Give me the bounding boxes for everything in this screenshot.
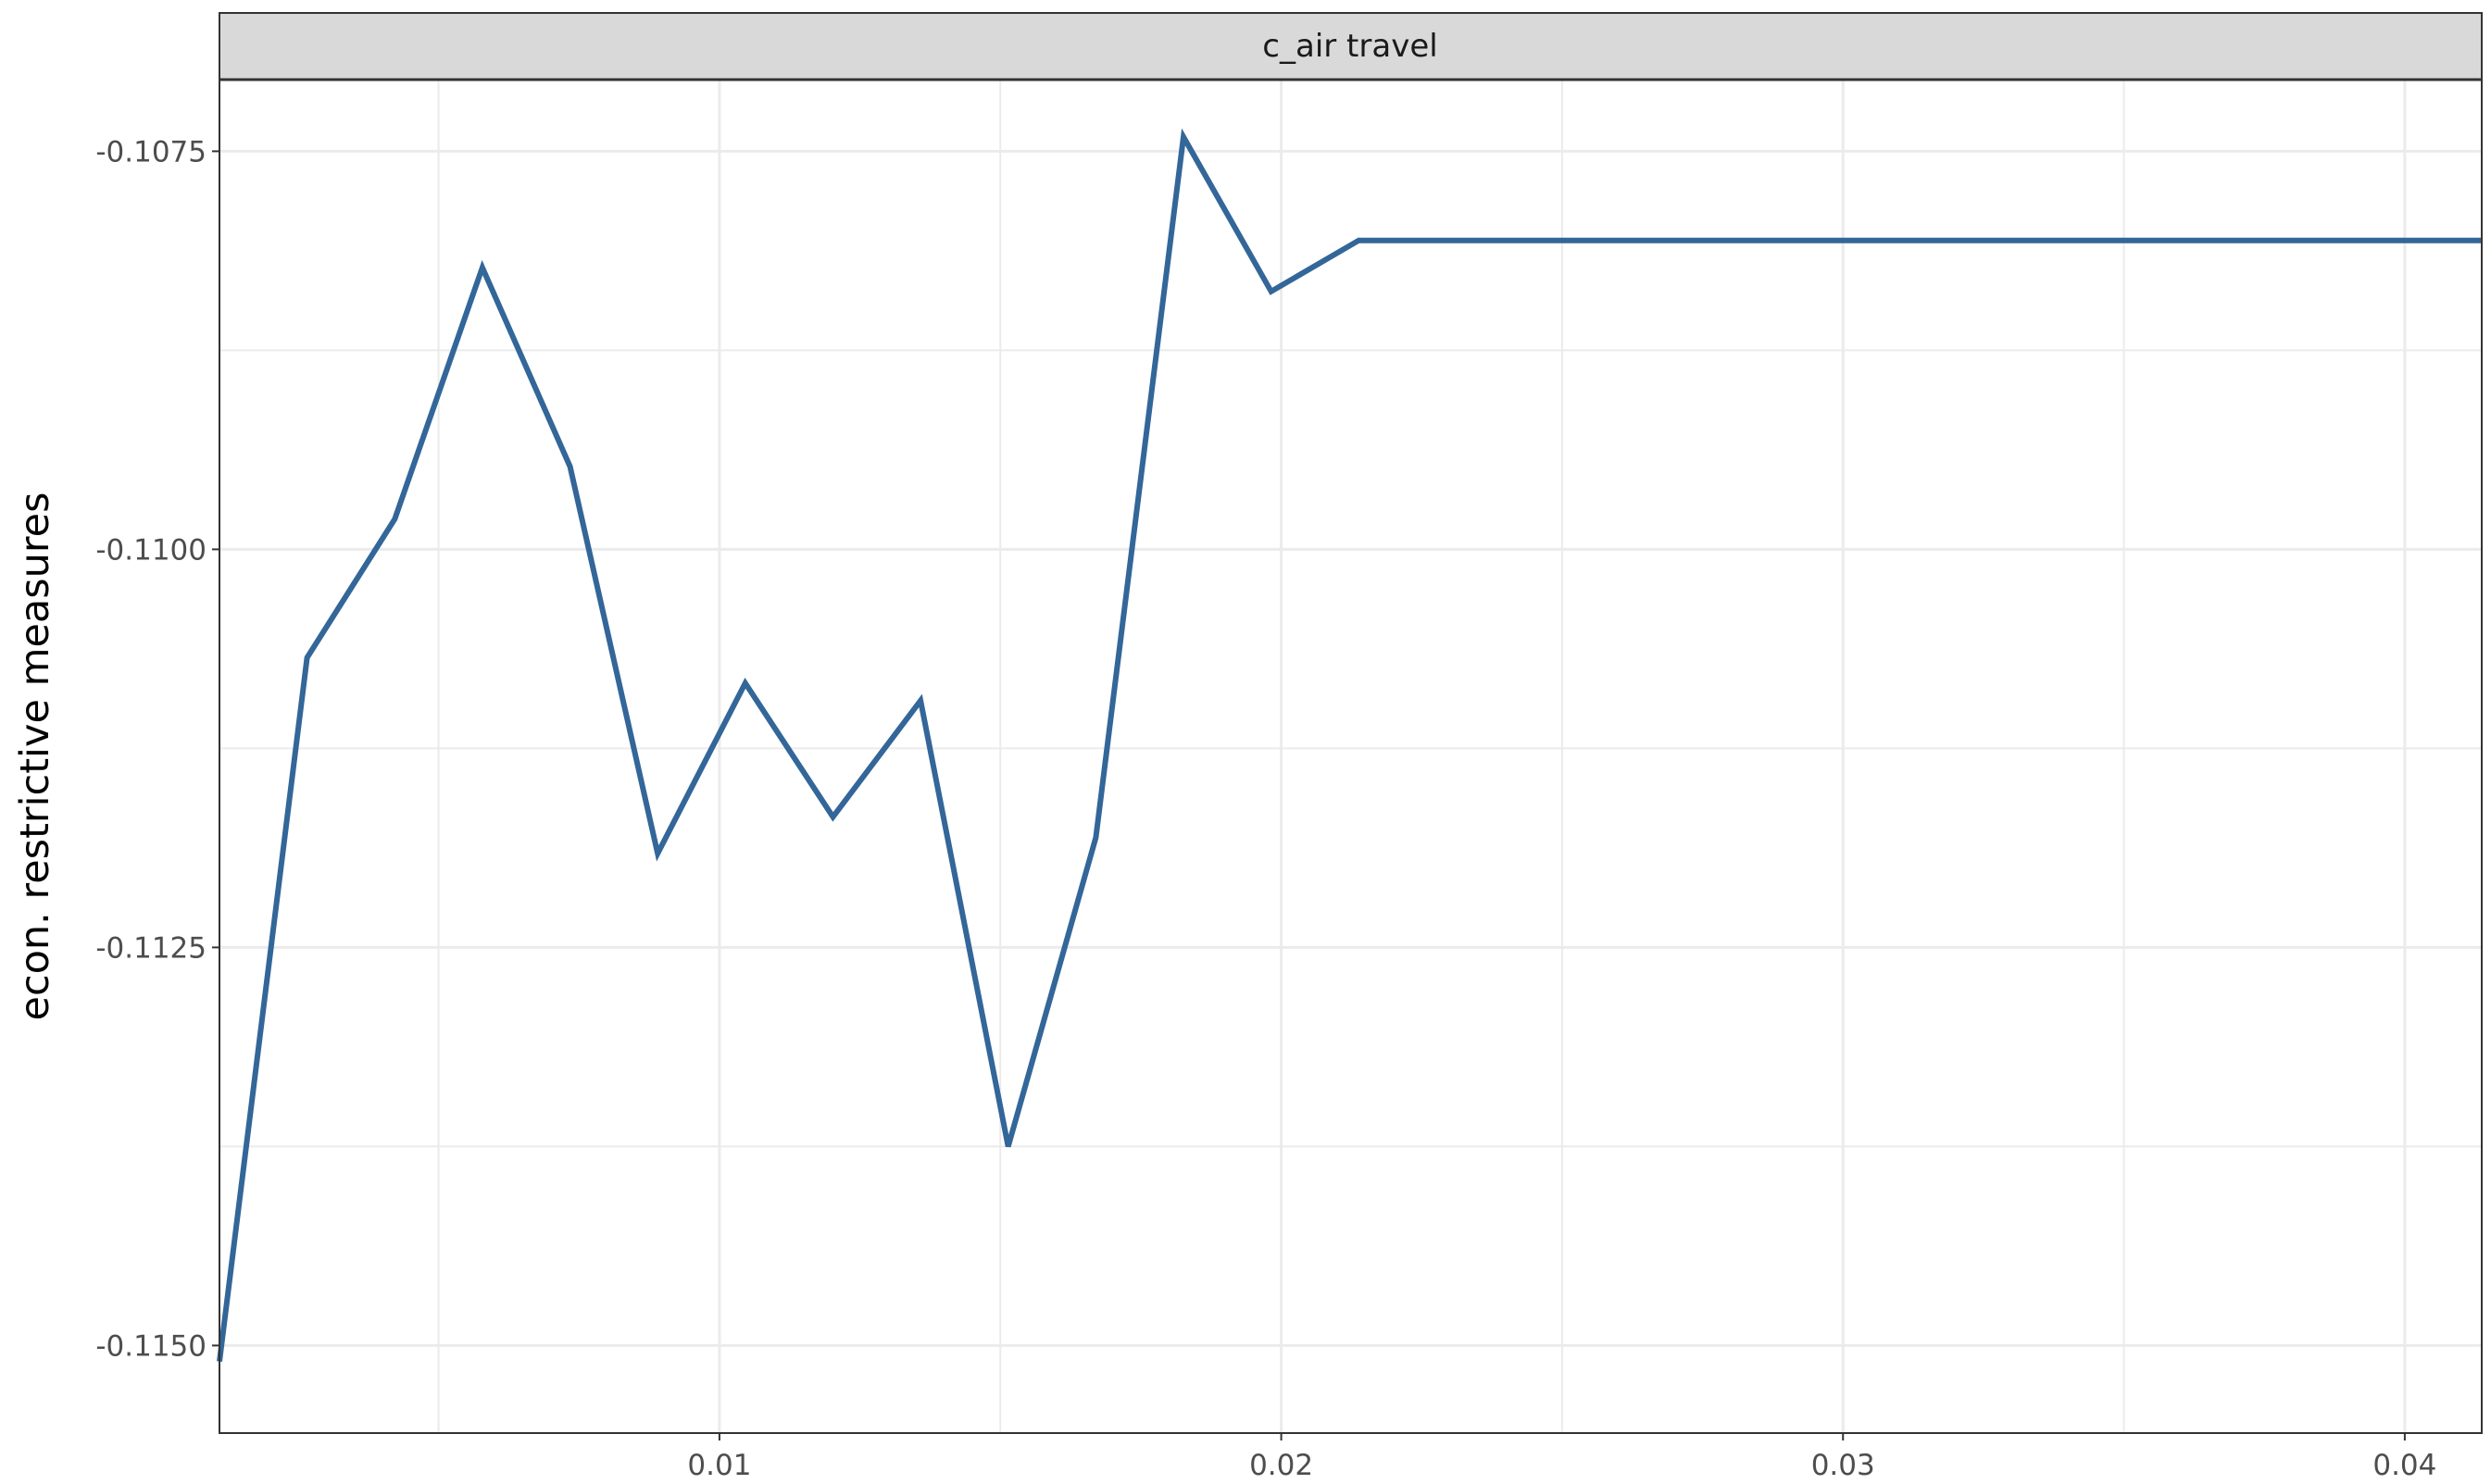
series-line xyxy=(217,128,2482,1362)
y-tick-label: -0.1100 xyxy=(95,533,207,567)
y-axis-title: econ. restrictive measures xyxy=(12,492,58,1020)
y-tick-label: -0.1125 xyxy=(95,931,207,965)
x-axis: 0.01 0.02 0.03 0.04 xyxy=(687,1433,2436,1482)
x-tick-label: 0.04 xyxy=(2372,1449,2436,1482)
major-gridlines xyxy=(219,80,2482,1433)
series-layer xyxy=(217,128,2482,1362)
x-tick-label: 0.03 xyxy=(1811,1449,1875,1482)
y-tick-label: -0.1075 xyxy=(95,135,207,168)
facet-title: c_air travel xyxy=(1262,28,1437,65)
x-tick-label: 0.01 xyxy=(687,1449,751,1482)
y-tick-label: -0.1150 xyxy=(95,1329,207,1363)
minor-gridlines xyxy=(219,80,2482,1433)
x-tick-label: 0.02 xyxy=(1249,1449,1313,1482)
y-axis: -0.1075 -0.1100 -0.1125 -0.1150 xyxy=(95,135,219,1363)
panel-background xyxy=(219,80,2482,1433)
